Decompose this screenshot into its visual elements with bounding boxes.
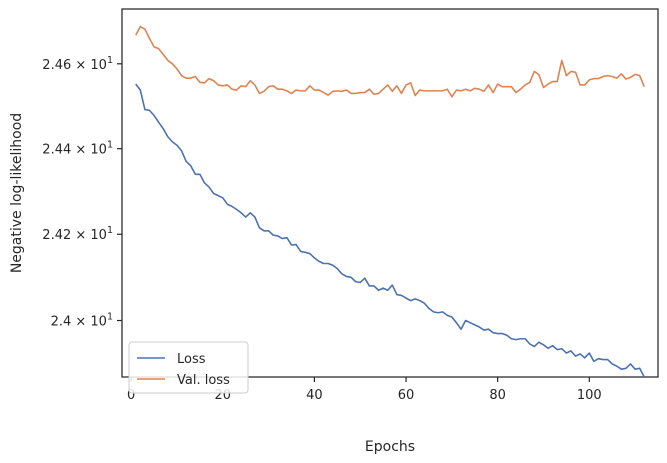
x-axis-title: Epochs — [365, 439, 415, 455]
y-tick-exponent: 1 — [107, 55, 113, 66]
x-tick-label: 0 — [127, 388, 135, 403]
y-tick-label: 2.44 × 101 — [42, 140, 113, 158]
series-layer — [135, 25, 645, 378]
y-tick-mantissa: 2.4 × 10 — [51, 315, 107, 330]
x-tick-label: 100 — [577, 388, 602, 403]
y-tick-mantissa: 2.46 × 10 — [42, 58, 107, 73]
legend: Loss Val. loss — [128, 341, 249, 394]
y-tick-label: 2.4 × 101 — [51, 312, 113, 330]
y-tick-exponent: 1 — [107, 140, 113, 151]
series-line-loss — [135, 83, 645, 378]
y-tick-label: 2.42 × 101 — [42, 225, 113, 243]
y-tick-mantissa: 2.42 × 10 — [42, 228, 107, 243]
y-tick-exponent: 1 — [107, 312, 113, 323]
plot-area — [121, 8, 659, 378]
y-tick-label: 2.46 × 101 — [42, 55, 113, 73]
x-tick-label: 60 — [398, 388, 415, 403]
legend-label: Loss — [177, 352, 206, 367]
y-tick-exponent: 1 — [107, 225, 113, 236]
y-axis-title: Negative log-likelihood — [9, 113, 25, 273]
x-tick-label: 40 — [306, 388, 323, 403]
plot-frame — [121, 8, 659, 378]
series-line-val-loss — [135, 25, 645, 98]
x-tick-label: 80 — [489, 388, 506, 403]
y-tick-mantissa: 2.44 × 10 — [42, 143, 107, 158]
legend-box — [128, 341, 249, 394]
legend-label: Val. loss — [177, 373, 230, 388]
